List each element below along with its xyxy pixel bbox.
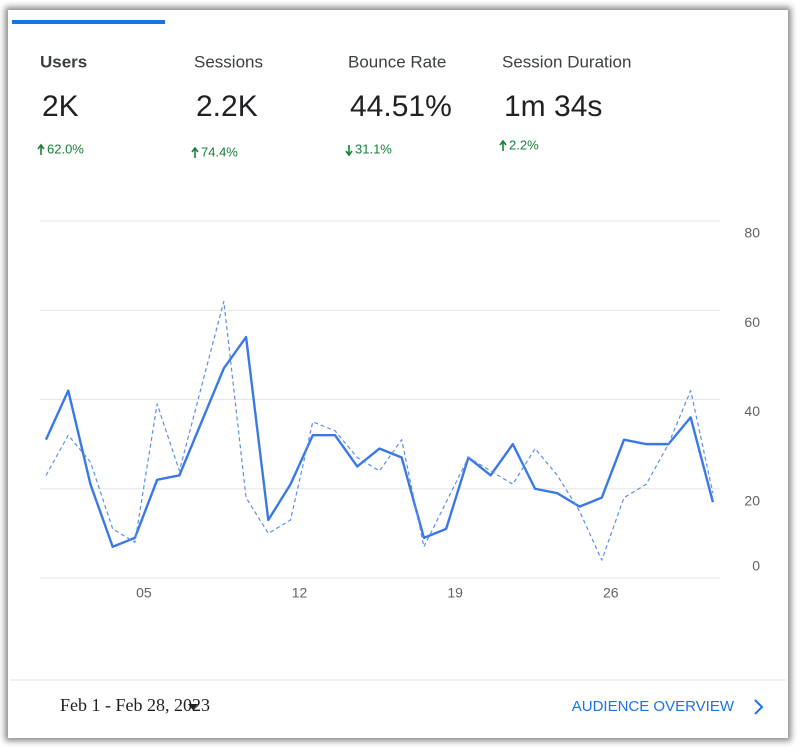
metric-value: 2K: [42, 90, 79, 123]
trend-arrow: [499, 139, 507, 151]
metric-label: Sessions: [194, 52, 263, 71]
metric-value: 44.51%: [350, 90, 452, 123]
date-range[interactable]: Feb 1 - Feb 28, 2023: [60, 695, 210, 715]
active-tab-indicator: [12, 20, 165, 24]
metric-change: 62.0%: [47, 141, 84, 156]
metric-label: Bounce Rate: [348, 52, 446, 71]
trend-arrow: [191, 146, 199, 158]
x-tick-label: 12: [292, 585, 308, 601]
metric-label: Session Duration: [502, 52, 631, 71]
widget: [8, 10, 788, 738]
metric-change: 2.2%: [509, 137, 539, 152]
y-tick-label: 60: [744, 314, 760, 330]
metric-label: Users: [40, 52, 87, 71]
y-tick-label: 80: [744, 225, 760, 241]
trend-arrow: [37, 143, 45, 155]
chevron-icon[interactable]: [754, 699, 764, 715]
comparison-line: [45, 300, 714, 561]
y-tick-label: 0: [752, 558, 760, 574]
y-tick-label: 20: [744, 492, 760, 508]
metric-change: 74.4%: [201, 144, 238, 159]
audience-link[interactable]: AUDIENCE OVERVIEW: [572, 698, 735, 715]
y-tick-label: 40: [744, 403, 760, 419]
dropdown-icon[interactable]: [188, 704, 198, 710]
x-tick-label: 26: [603, 585, 619, 601]
x-tick-label: 05: [136, 585, 152, 601]
metric-change: 31.1%: [355, 141, 392, 156]
metric-value: 1m 34s: [504, 90, 602, 123]
metric-value: 2.2K: [196, 90, 258, 123]
x-tick-label: 19: [447, 585, 463, 601]
trend-arrow: [345, 145, 353, 157]
data-line: [44, 335, 715, 548]
